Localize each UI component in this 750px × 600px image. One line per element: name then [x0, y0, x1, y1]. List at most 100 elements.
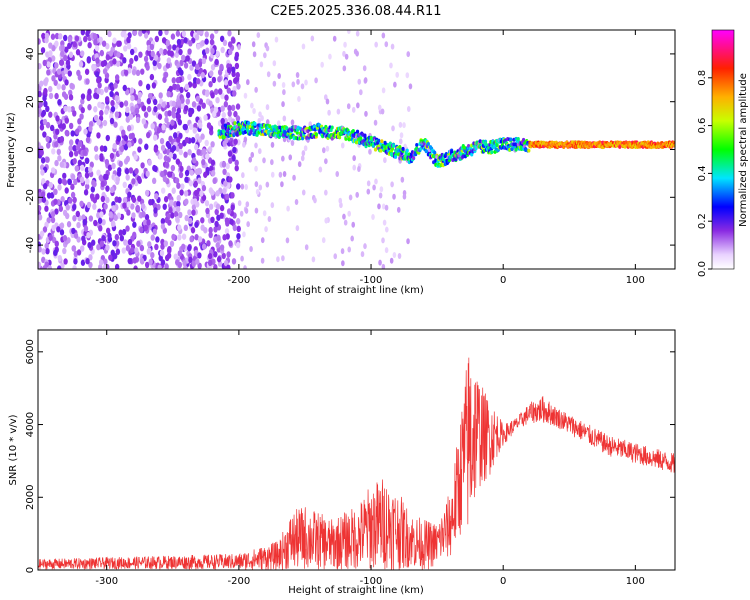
ridge-cell	[388, 141, 392, 146]
noise-cell	[162, 175, 168, 183]
noise-cell	[201, 243, 207, 250]
noise-cell	[117, 167, 122, 174]
noise-cell	[168, 206, 173, 214]
noise-cell	[195, 258, 200, 265]
noise-cell	[40, 191, 46, 198]
noise-cell	[150, 122, 155, 130]
noise-cell	[77, 118, 82, 125]
noise-cell	[93, 114, 99, 122]
noise-cell	[213, 264, 218, 269]
noise-cell	[219, 212, 224, 219]
noise-cell	[180, 183, 185, 190]
noise-cell	[175, 83, 181, 91]
noise-cell	[39, 80, 44, 87]
noise-cell	[101, 218, 106, 226]
noise-cell	[210, 141, 215, 148]
noise-cell	[68, 51, 74, 58]
noise-cell	[227, 110, 232, 117]
noise-cell	[167, 245, 172, 253]
snr-ytick-label: 6000	[25, 339, 36, 364]
faint-cell	[357, 78, 362, 85]
faint-cell	[290, 119, 295, 126]
noise-cell	[196, 43, 201, 50]
faint-cell	[254, 181, 259, 188]
noise-cell	[191, 209, 196, 216]
faint-cell	[270, 202, 275, 209]
faint-cell	[276, 120, 281, 127]
noise-cell	[122, 196, 128, 204]
noise-cell	[111, 162, 116, 170]
noise-cell	[127, 191, 132, 198]
noise-cell	[166, 90, 171, 98]
noise-cell	[73, 150, 79, 157]
noise-cell	[227, 41, 233, 48]
noise-cell	[44, 32, 50, 40]
faint-cell	[294, 198, 299, 205]
noise-cell	[205, 47, 210, 54]
noise-cell	[122, 57, 127, 64]
ridge-cell	[422, 141, 426, 146]
ridge-cell	[247, 121, 251, 126]
faint-cell	[391, 125, 395, 132]
faint-cell	[368, 148, 372, 155]
noise-cell	[196, 105, 202, 112]
faint-cell	[406, 238, 410, 245]
faint-cell	[263, 52, 267, 59]
noise-cell	[82, 149, 87, 156]
noise-cell	[162, 76, 167, 83]
noise-cell	[96, 119, 101, 126]
faint-cell	[262, 210, 267, 217]
faint-cell	[363, 77, 368, 84]
noise-cell	[141, 30, 147, 34]
ridge-cell	[373, 147, 378, 152]
noise-cell	[209, 38, 215, 46]
noise-cell	[89, 193, 95, 200]
noise-cell	[194, 234, 199, 241]
spectrogram-xlabel: Height of straight line (km)	[288, 285, 424, 296]
faint-cell	[256, 32, 261, 39]
noise-cell	[144, 261, 150, 269]
spectrogram-xtick-label: -300	[95, 275, 118, 286]
noise-cell	[57, 184, 62, 191]
noise-cell	[41, 248, 46, 255]
noise-cell	[44, 205, 49, 212]
noise-cell	[87, 88, 92, 95]
noise-cell	[130, 105, 135, 113]
noise-cell	[44, 242, 49, 250]
noise-cell	[199, 190, 204, 197]
noise-cell	[192, 198, 198, 205]
noise-cell	[72, 41, 77, 48]
noise-cell	[187, 73, 192, 81]
faint-cell	[320, 61, 324, 68]
noise-cell	[133, 55, 139, 62]
noise-cell	[196, 148, 201, 156]
spectrogram-ytick-label: 40	[25, 48, 36, 61]
snr-series	[38, 357, 675, 570]
noise-cell	[210, 47, 215, 55]
noise-cell	[80, 164, 85, 172]
noise-cell	[39, 230, 45, 237]
noise-cell	[188, 40, 193, 47]
faint-cell	[355, 30, 360, 37]
noise-cell	[145, 83, 151, 91]
noise-cell	[178, 142, 183, 150]
noise-cell	[40, 157, 46, 164]
noise-cell	[171, 187, 176, 194]
noise-cell	[38, 261, 42, 269]
faint-cell	[355, 191, 359, 198]
noise-cell	[228, 176, 233, 183]
noise-cell	[130, 48, 135, 56]
noise-cell	[85, 258, 90, 265]
faint-cell	[250, 102, 254, 109]
noise-cell	[162, 203, 167, 210]
noise-cell	[160, 259, 166, 266]
colorbar-tick-label: 0.2	[697, 213, 708, 229]
noise-cell	[72, 215, 77, 222]
noise-cell	[68, 94, 74, 101]
noise-cell	[101, 40, 107, 47]
faint-cell	[310, 35, 315, 42]
faint-cell	[237, 200, 242, 207]
noise-cell	[183, 190, 189, 197]
noise-cell	[112, 142, 117, 150]
faint-cell	[383, 157, 387, 164]
